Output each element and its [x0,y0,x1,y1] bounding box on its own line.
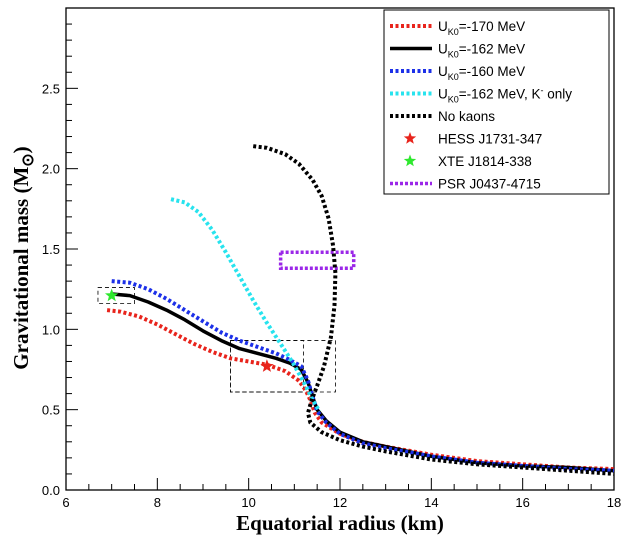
star-marker [105,288,119,302]
y-tick-label: 1.0 [42,322,60,337]
y-tick-label: 2.0 [42,162,60,177]
legend-label: UK0=-162 MeV [438,42,525,60]
legend-star [403,154,417,167]
marker-box [229,340,304,393]
legend-label: No kaons [438,109,495,124]
series-line-3 [170,197,322,413]
y-tick-label: 0.5 [42,403,60,418]
y-axis: 0.0 0.5 1.0 1.5 2.0 2.5 [42,23,78,498]
x-tick-label: 8 [154,495,161,510]
star-marker [260,359,274,372]
legend-label: UK0=-162 MeV, K- only [438,86,572,105]
legend-label: HESS J1731-347 [438,132,542,147]
legend-label: PSR J0437-4715 [438,177,541,192]
legend: UK0=-170 MeV UK0=-162 MeV UK0=-160 MeV UK0=… [383,9,610,195]
legend-label: UK0=-160 MeV [438,64,525,82]
series-line-0 [106,308,615,472]
legend-label: UK0=-170 MeV [438,19,525,37]
series-line-2 [111,279,615,473]
y-axis-title-text: Gravitational mass (M [9,167,33,370]
legend-box [383,9,610,195]
region-psr-box [278,250,356,271]
x-tick-label: 6 [62,495,69,510]
x-tick-label: 18 [607,495,621,510]
series-line-4 [252,144,615,476]
y-axis-title-sun-symbol: ⊙ [20,153,37,166]
y-tick-label: 0.0 [42,483,60,498]
legend-star [403,132,417,144]
legend-label: XTE J1814-338 [438,154,532,169]
x-tick-label: 10 [241,495,255,510]
x-tick-label: 14 [424,495,438,510]
y-tick-label: 2.5 [42,81,60,96]
chart-marks [97,144,615,476]
x-axis: 6 8 10 12 14 16 18 [62,478,621,510]
y-axis-title: Gravitational mass (M⊙) [9,146,37,369]
x-tick-label: 16 [515,495,529,510]
x-axis-title: Equatorial radius (km) [236,511,444,535]
y-tick-label: 1.5 [42,242,60,257]
x-tick-label: 12 [333,495,347,510]
